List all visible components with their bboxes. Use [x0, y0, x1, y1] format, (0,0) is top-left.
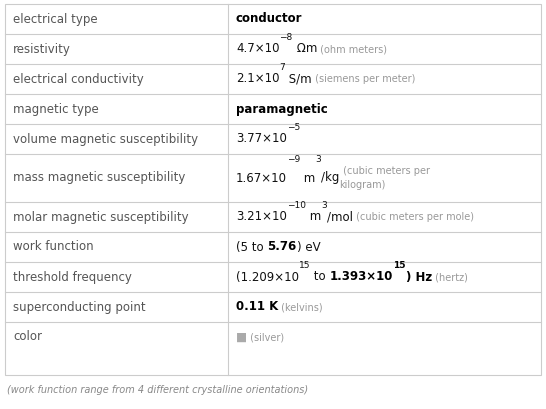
Text: ) Hz: ) Hz	[406, 270, 432, 283]
Text: (silver): (silver)	[247, 332, 284, 342]
Text: ) eV: ) eV	[296, 240, 321, 254]
Text: (cubic meters per mole): (cubic meters per mole)	[353, 212, 474, 222]
Text: volume magnetic susceptibility: volume magnetic susceptibility	[13, 133, 198, 146]
Text: resistivity: resistivity	[13, 43, 71, 56]
Text: paramagnetic: paramagnetic	[236, 103, 328, 115]
Text: S/m: S/m	[285, 72, 312, 85]
Text: 1.393×10: 1.393×10	[330, 270, 393, 283]
Text: electrical type: electrical type	[13, 13, 98, 25]
Text: electrical conductivity: electrical conductivity	[13, 72, 144, 85]
Text: /mol: /mol	[327, 211, 353, 223]
Text: 3: 3	[316, 155, 321, 164]
Text: (cubic meters per: (cubic meters per	[340, 166, 430, 176]
Text: magnetic type: magnetic type	[13, 103, 99, 115]
Text: −9: −9	[287, 155, 300, 164]
Text: (hertz): (hertz)	[432, 272, 468, 282]
Text: −10: −10	[287, 201, 306, 210]
Text: /kg: /kg	[321, 171, 340, 184]
Text: 15: 15	[393, 261, 406, 270]
Text: to: to	[311, 270, 330, 283]
Text: 1.67×10: 1.67×10	[236, 171, 287, 184]
Text: m: m	[306, 211, 321, 223]
Text: color: color	[13, 330, 42, 344]
Text: 15: 15	[299, 261, 311, 270]
Text: molar magnetic susceptibility: molar magnetic susceptibility	[13, 211, 188, 223]
Text: Ωm: Ωm	[293, 43, 317, 56]
Text: (work function range from 4 different crystalline orientations): (work function range from 4 different cr…	[7, 385, 308, 395]
Text: work function: work function	[13, 240, 93, 254]
Text: conductor: conductor	[236, 13, 302, 25]
Text: mass magnetic susceptibility: mass magnetic susceptibility	[13, 171, 186, 184]
Text: 4.7×10: 4.7×10	[236, 43, 280, 56]
Text: superconducting point: superconducting point	[13, 301, 146, 314]
Text: (ohm meters): (ohm meters)	[317, 44, 387, 54]
Text: 5.76: 5.76	[268, 240, 296, 254]
Text: 2.1×10: 2.1×10	[236, 72, 280, 85]
Text: (1.209×10: (1.209×10	[236, 270, 299, 283]
Text: −5: −5	[287, 123, 300, 132]
Text: 3.77×10: 3.77×10	[236, 133, 287, 146]
Text: 3: 3	[321, 201, 327, 210]
Text: 7: 7	[280, 63, 285, 72]
Text: kilogram): kilogram)	[340, 180, 386, 190]
Text: 3.21×10: 3.21×10	[236, 211, 287, 223]
Text: 0.11 K: 0.11 K	[236, 301, 278, 314]
Text: m: m	[300, 171, 316, 184]
Text: (5 to: (5 to	[236, 240, 268, 254]
Text: −8: −8	[280, 33, 293, 42]
Text: (kelvins): (kelvins)	[278, 302, 323, 312]
Text: ■: ■	[236, 330, 247, 344]
Text: threshold frequency: threshold frequency	[13, 270, 132, 283]
Text: (siemens per meter): (siemens per meter)	[312, 74, 416, 84]
